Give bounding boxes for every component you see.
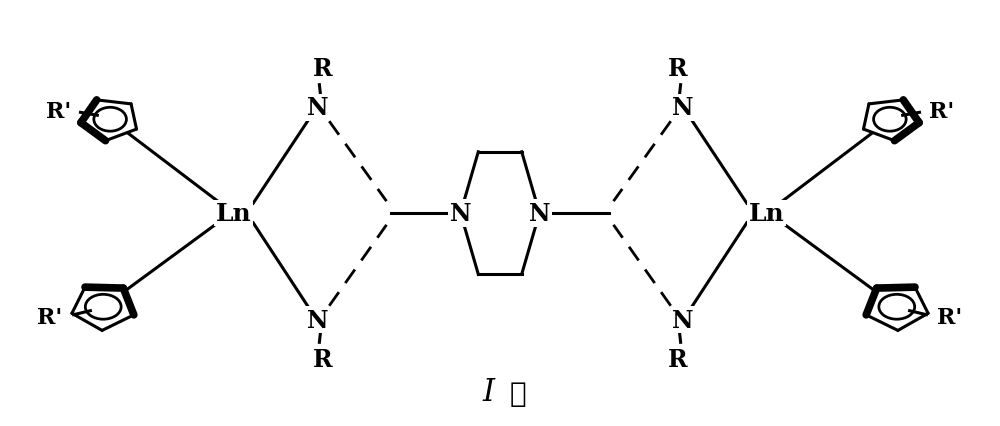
Text: N: N: [307, 96, 328, 120]
Text: N: N: [672, 96, 693, 120]
Text: N: N: [529, 201, 550, 225]
Text: R': R': [37, 306, 63, 328]
Text: Ln: Ln: [216, 201, 251, 225]
Text: R: R: [313, 57, 332, 81]
Text: R': R': [46, 101, 71, 123]
Text: R': R': [937, 306, 963, 328]
Text: R: R: [313, 347, 332, 371]
Text: N: N: [307, 308, 328, 332]
Text: R': R': [929, 101, 954, 123]
Text: I: I: [482, 376, 494, 407]
Text: Ln: Ln: [749, 201, 784, 225]
Text: 。: 。: [509, 380, 526, 407]
Text: R: R: [668, 57, 687, 81]
Text: N: N: [672, 308, 693, 332]
Text: N: N: [450, 201, 471, 225]
Text: R: R: [668, 347, 687, 371]
